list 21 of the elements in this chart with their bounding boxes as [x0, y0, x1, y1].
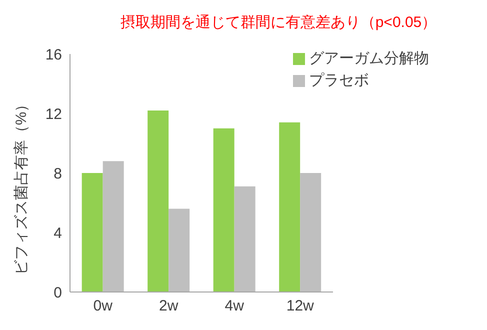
bar	[279, 122, 300, 292]
bar	[213, 128, 234, 292]
bar	[102, 161, 124, 292]
y-tick-label: 0	[54, 284, 62, 302]
bar	[234, 186, 256, 292]
bar	[82, 173, 103, 292]
y-tick-label: 12	[45, 106, 62, 123]
y-axis-title: ビフィズス菌占有率（%）	[13, 96, 31, 276]
x-tick-label: 0w	[93, 298, 113, 315]
legend-label: プラセボ	[309, 72, 369, 89]
x-tick-label: 12w	[286, 298, 314, 315]
y-tick-label: 4	[54, 224, 62, 242]
bar	[148, 110, 169, 292]
x-tick-label: 2w	[159, 298, 178, 315]
y-tick-label: 16	[45, 46, 62, 64]
x-tick-label: 4w	[224, 298, 244, 315]
bar	[300, 173, 322, 292]
chart-title: 摂取期間を通じて群間に有意差あり（p<0.05）	[119, 13, 438, 33]
bar	[168, 208, 190, 292]
y-tick-label: 8	[54, 165, 62, 182]
legend-label: グアーガム分解物	[309, 50, 429, 67]
